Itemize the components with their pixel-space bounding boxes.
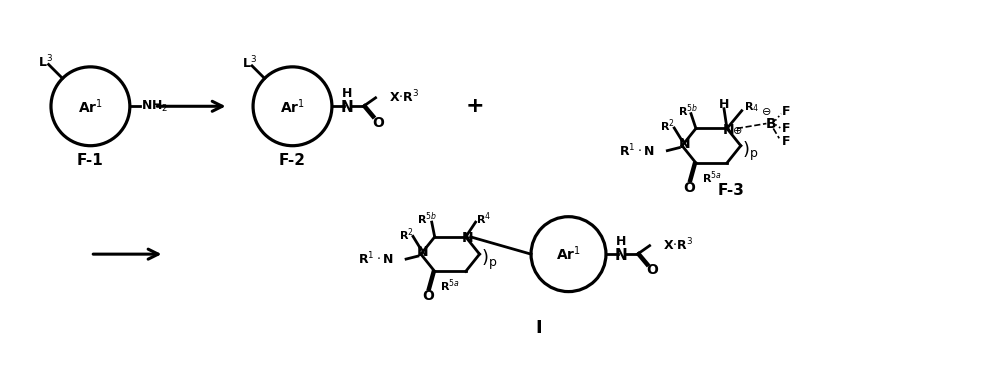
Text: Ar$^1$: Ar$^1$: [280, 97, 305, 115]
Text: p: p: [489, 255, 497, 269]
Text: F: F: [782, 122, 790, 135]
Text: X$\cdot$R$^3$: X$\cdot$R$^3$: [390, 89, 420, 105]
Text: $\ominus$: $\ominus$: [761, 106, 771, 117]
Text: O: O: [422, 289, 434, 303]
Text: F: F: [782, 135, 790, 148]
Text: N: N: [417, 245, 429, 259]
Text: p: p: [749, 147, 757, 160]
Text: N: N: [678, 137, 690, 151]
Text: H: H: [719, 98, 729, 111]
Text: R$^{5b}$: R$^{5b}$: [678, 103, 698, 119]
Text: B: B: [766, 117, 776, 131]
Text: N: N: [614, 248, 627, 263]
Text: R$^4$: R$^4$: [476, 211, 492, 227]
Text: N: N: [723, 123, 734, 137]
Text: R$^{5a}$: R$^{5a}$: [441, 278, 461, 294]
Text: O: O: [646, 263, 658, 277]
Text: R$^1\cdot$N: R$^1\cdot$N: [358, 251, 394, 268]
Text: N: N: [341, 100, 353, 115]
Text: Ar$^1$: Ar$^1$: [556, 245, 581, 264]
Text: R$^2$: R$^2$: [660, 118, 674, 134]
Text: H: H: [342, 87, 352, 100]
Text: +: +: [466, 96, 485, 116]
Text: F-2: F-2: [279, 153, 306, 168]
Text: O: O: [683, 181, 695, 195]
Text: H: H: [615, 235, 626, 248]
Text: R$_4$: R$_4$: [744, 100, 759, 113]
Text: L$^3$: L$^3$: [242, 55, 257, 71]
Text: F-3: F-3: [717, 183, 744, 198]
Text: L$^3$: L$^3$: [38, 53, 53, 70]
Text: $)$: $)$: [481, 247, 489, 267]
Text: R$^{5a}$: R$^{5a}$: [701, 169, 721, 186]
Text: F-1: F-1: [77, 153, 104, 168]
Text: NH$_2$: NH$_2$: [141, 99, 168, 114]
Text: N: N: [462, 231, 474, 245]
Text: X$\cdot$R$^3$: X$\cdot$R$^3$: [663, 236, 693, 253]
Text: I: I: [535, 319, 542, 337]
Text: F: F: [782, 105, 790, 118]
Text: $\oplus$: $\oplus$: [731, 125, 742, 136]
Text: R$^1\cdot$N: R$^1\cdot$N: [618, 142, 654, 159]
Text: $)$: $)$: [742, 139, 749, 159]
Text: Ar$^1$: Ar$^1$: [78, 97, 103, 115]
Text: O: O: [372, 115, 384, 129]
Text: R$^2$: R$^2$: [399, 226, 414, 243]
Text: R$^{5b}$: R$^{5b}$: [417, 211, 437, 227]
